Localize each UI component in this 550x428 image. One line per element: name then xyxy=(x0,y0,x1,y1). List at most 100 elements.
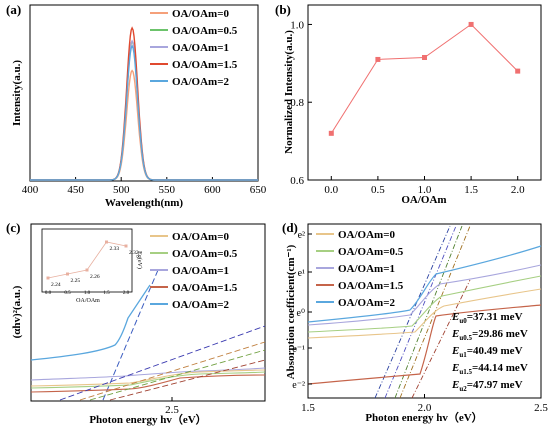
panel-c-y-label: (αhv)²(a.u.) xyxy=(11,285,23,338)
urbach-value: =47.97 meV xyxy=(467,379,523,391)
panel-b-plot xyxy=(328,21,521,136)
panel-d-label: (d) xyxy=(282,220,298,235)
y-tick-label: e⁻¹ xyxy=(292,344,305,355)
curve-c-oaoam-15 xyxy=(30,374,266,393)
panel-a: (a) 400 450 500 550 600 650 OA/OAm=0 OA/OAm=0.… xyxy=(6,2,267,209)
x-tick-label: 550 xyxy=(159,184,176,196)
x-tick-label: 0.0 xyxy=(324,184,338,196)
urbach-symbol: E xyxy=(451,379,459,391)
inset-point-label: 2.32 xyxy=(129,250,139,256)
fit-line-c-oaoam-05 xyxy=(89,349,266,401)
urbach-energy-label: Eu0=37.31 meV xyxy=(451,311,523,325)
x-tick-label: 2.5 xyxy=(534,402,548,414)
curve-d-oaoam-15 xyxy=(307,304,542,385)
x-tick-label: 2.0 xyxy=(418,402,432,414)
legend-label: OA/OAm=2 xyxy=(172,76,229,88)
inset-y-label: Eg(eV) xyxy=(136,251,143,269)
legend-label: OA/OAm=2 xyxy=(338,297,395,309)
inset-point-label: 2.26 xyxy=(90,274,100,280)
legend-label: OA/OAm=0.5 xyxy=(172,25,238,37)
inset-x-label: OA/OAm xyxy=(76,298,100,304)
y-tick-label: 0.6 xyxy=(290,175,304,187)
fit-line-c-oaoam-2 xyxy=(102,269,159,401)
x-tick-label: 400 xyxy=(22,184,39,196)
urbach-symbol: E xyxy=(451,311,459,323)
curve-d-oaoam-1 xyxy=(307,264,542,326)
x-tick-label: 2.0 xyxy=(511,184,525,196)
legend-label: OA/OAm=1 xyxy=(172,265,229,277)
pl-curve-4 xyxy=(30,44,258,181)
panel-a-label: (a) xyxy=(6,2,21,17)
urbach-subscript: u2 xyxy=(459,385,467,393)
y-tick-label: e⁰ xyxy=(297,308,305,319)
data-point xyxy=(422,55,427,60)
panel-a-frame xyxy=(29,4,259,182)
legend-label: OA/OAm=1.5 xyxy=(338,280,404,292)
legend-label: OA/OAm=0.5 xyxy=(172,248,238,260)
fit-line-c-oaoam-1 xyxy=(59,325,266,401)
panel-c-x-tick-label: 2.5 xyxy=(165,404,179,416)
legend-label: OA/OAm=1 xyxy=(172,42,229,54)
y-tick-label: 1.0 xyxy=(290,19,304,31)
panel-b-label: (b) xyxy=(275,2,291,17)
urbach-value: =29.86 meV xyxy=(472,328,528,340)
x-tick-label: 600 xyxy=(204,184,221,196)
x-tick-label: 500 xyxy=(113,184,130,196)
fit-line-d-oaoam-15 xyxy=(411,279,471,399)
data-point xyxy=(328,130,334,136)
panel-d-axes: 1.5 2.0 2.5 e⁻² e⁻¹ e⁰ e¹ e² xyxy=(292,230,548,414)
data-point xyxy=(375,56,381,62)
inset-point-label: 2.25 xyxy=(71,278,81,284)
inset-point-label: 2.33 xyxy=(110,246,120,252)
urbach-subscript: u1 xyxy=(459,351,467,359)
panel-d-curves xyxy=(307,225,542,399)
legend-label: OA/OAm=0 xyxy=(172,8,229,20)
panel-c-curves xyxy=(30,269,266,401)
data-point xyxy=(515,68,521,74)
x-tick-label: 450 xyxy=(67,184,84,196)
urbach-value: =37.31 meV xyxy=(467,311,523,323)
panel-a-y-label: Intensity(a.u.) xyxy=(11,60,23,126)
panel-a-x-label: Wavelength(nm) xyxy=(105,197,184,209)
urbach-energy-label: Eu2=47.97 meV xyxy=(451,379,523,393)
curve-d-oaoam-05 xyxy=(307,275,542,333)
x-tick-label: 1.5 xyxy=(301,402,315,414)
inset-point xyxy=(85,268,89,272)
panel-a-legend: OA/OAm=0 OA/OAm=0.5 OA/OAm=1 OA/OAm=1.5 OA/O… xyxy=(150,8,238,88)
y-tick-label: e⁻² xyxy=(292,380,305,391)
panel-a-curves xyxy=(30,26,258,181)
urbach-energy-label: Eu1=40.49 meV xyxy=(451,345,523,359)
panel-b: (b) 0.0 0.5 1.0 1.5 2.0 0.6 0.8 1.0 OA/OAm Norm… xyxy=(275,2,542,206)
urbach-subscript: u0 xyxy=(459,317,467,325)
legend-label: OA/OAm=1.5 xyxy=(172,59,238,71)
panel-d-x-label: Photon energy hv（eV） xyxy=(365,411,482,424)
x-tick-label: 1.5 xyxy=(464,184,478,196)
inset-point xyxy=(124,244,128,248)
curve-c-oaoam-0 xyxy=(30,369,266,387)
data-point xyxy=(468,21,474,27)
panel-c-label: (c) xyxy=(6,220,20,235)
legend-label: OA/OAm=0.5 xyxy=(338,246,404,258)
urbach-subscript: u0.5 xyxy=(459,334,472,342)
inset-plot: 2.24 2.25 2.26 2.33 2.32 0.0 0.5 1.0 1.5 2.0 xyxy=(45,240,139,296)
urbach-energy-label: Eu0.5=29.86 meV xyxy=(451,328,528,342)
inset-x-tick-label: 1.0 xyxy=(84,291,91,296)
curve-c-oaoam-2 xyxy=(30,284,151,361)
inset-point xyxy=(46,276,50,280)
panel-d-y-label: Absorption coefficient(cm⁻¹) xyxy=(285,244,297,379)
curve-d-oaoam-0 xyxy=(307,288,542,339)
panel-b-frame xyxy=(307,4,542,181)
inset-point xyxy=(66,272,69,276)
urbach-symbol: E xyxy=(451,362,459,374)
legend-label: OA/OAm=0 xyxy=(172,231,229,243)
urbach-value: =44.14 meV xyxy=(472,362,528,374)
series-line xyxy=(330,23,519,134)
panel-a-x-ticks: 400 450 500 550 600 650 xyxy=(22,177,267,196)
panel-b-y-label: Normalized Intensity(a.u.) xyxy=(283,30,295,154)
legend-label: OA/OAm=1.5 xyxy=(172,282,238,294)
curve-c-oaoam-05 xyxy=(30,371,266,389)
curve-c-oaoam-1 xyxy=(30,367,266,381)
